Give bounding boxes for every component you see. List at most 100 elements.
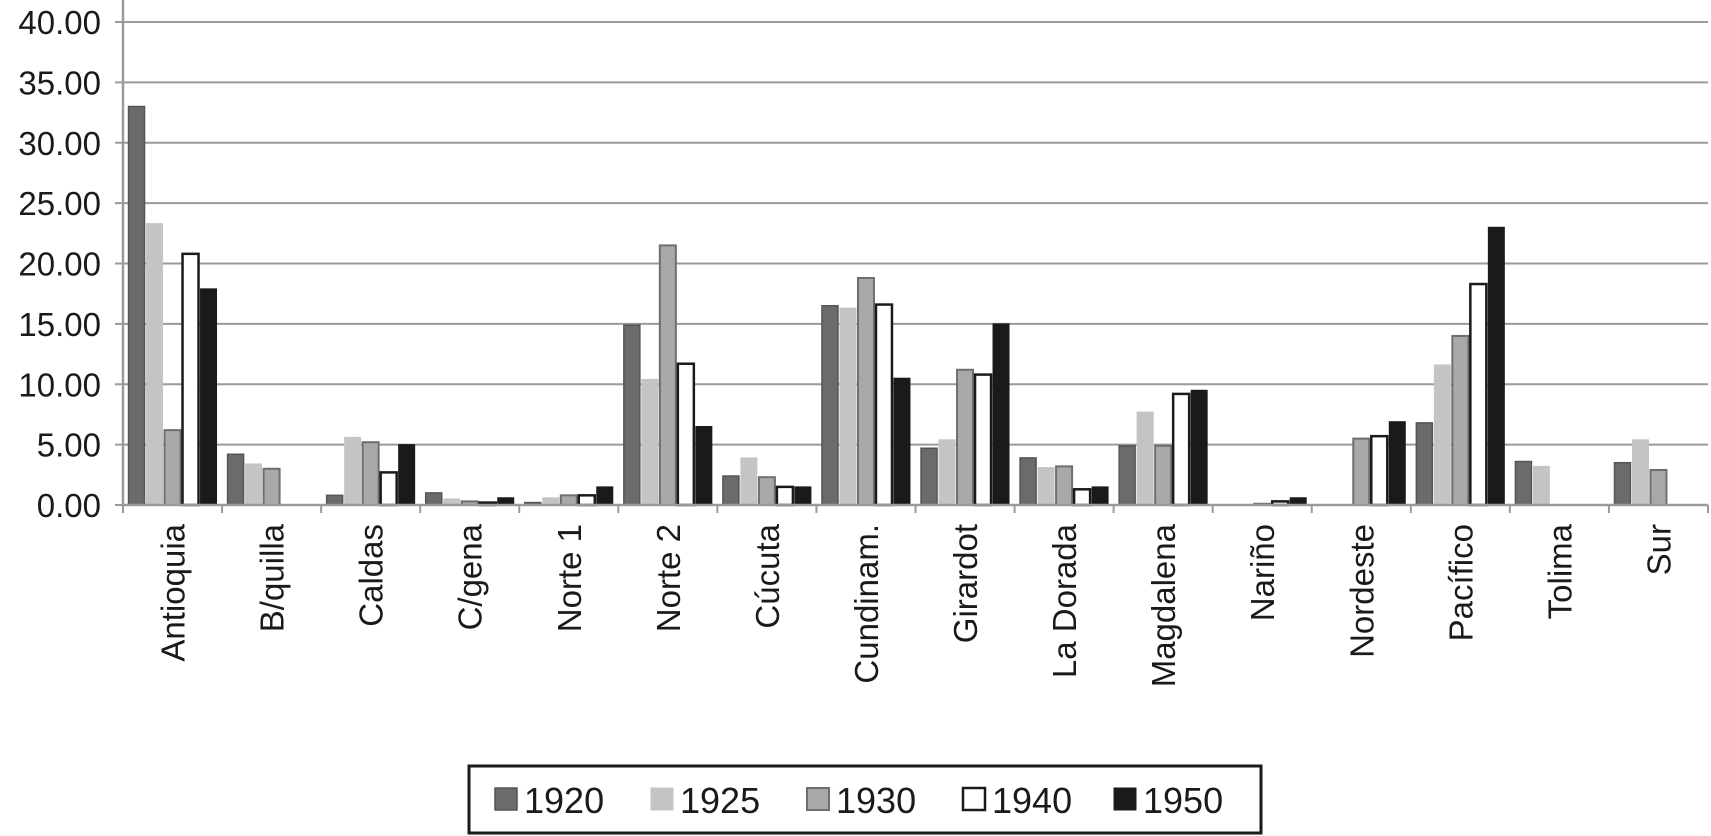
bar-1950-5 — [695, 426, 713, 506]
bar-1930-12 — [1352, 437, 1371, 506]
y-tick-label: 25.00 — [18, 185, 101, 222]
bar-1925-15 — [1631, 439, 1649, 506]
y-tick-label: 5.00 — [37, 427, 101, 464]
category-label: Magdalena — [1145, 523, 1182, 687]
category-label: Sur — [1640, 524, 1677, 575]
legend-swatch-1930 — [806, 787, 830, 811]
category-label: Tolima — [1541, 523, 1578, 619]
bar-1950-4 — [596, 486, 614, 506]
bar-1930-4 — [559, 494, 578, 506]
bar-1930-1 — [262, 467, 281, 506]
bar-1920-3 — [424, 492, 443, 506]
category-label: C/gena — [452, 523, 489, 630]
bar-1950-10 — [1190, 389, 1208, 506]
bar-1925-5 — [641, 378, 659, 506]
bar-1940-8 — [973, 373, 993, 507]
category-label: Girardot — [947, 524, 984, 643]
category-label: Pacífico — [1442, 524, 1479, 641]
bar-1920-8 — [920, 447, 938, 506]
category-labels: Antioquia B/quilla Caldas C/gena Norte 1 Nort… — [155, 523, 1678, 687]
category-label: B/quilla — [254, 523, 291, 632]
category-label: Caldas — [353, 524, 390, 627]
axes — [121, 0, 1709, 513]
legend: 1920 1925 1930 1940 1950 — [467, 764, 1263, 835]
category-label: Norte 1 — [551, 524, 588, 632]
bar-1950-8 — [992, 323, 1010, 506]
legend-swatch-1950 — [1113, 787, 1137, 811]
bar-1940-6 — [775, 485, 795, 507]
bar-1920-0 — [127, 105, 146, 506]
bar-1940-7 — [874, 303, 894, 507]
y-tick-label: 15.00 — [18, 306, 101, 343]
bar-1940-13 — [1469, 282, 1488, 507]
y-tick-label: 40.00 — [18, 4, 101, 41]
bar-1950-2 — [398, 444, 416, 506]
bar-1920-15 — [1613, 461, 1632, 506]
bar-1930-10 — [1154, 444, 1173, 506]
bar-1920-1 — [226, 453, 245, 506]
y-axis-tick-labels: 0.00 5.00 10.00 15.00 20.00 25.00 30.00 35.00 40… — [18, 4, 101, 524]
bar-1930-6 — [757, 476, 776, 507]
legend-swatch-1920 — [494, 787, 518, 811]
bar-1920-9 — [1019, 457, 1037, 506]
bar-1950-9 — [1091, 486, 1109, 506]
bar-1920-2 — [325, 494, 344, 506]
category-label: Nordeste — [1343, 524, 1380, 658]
bar-1925-9 — [1037, 467, 1055, 506]
bar-1920-14 — [1514, 460, 1533, 506]
bar-1950-6 — [794, 486, 812, 506]
bar-1925-2 — [344, 436, 362, 506]
bar-1930-7 — [856, 276, 875, 506]
legend-label-1930: 1930 — [836, 780, 916, 821]
bar-1930-8 — [956, 368, 975, 507]
bar-1950-13 — [1487, 226, 1505, 506]
bar-1930-9 — [1055, 465, 1074, 506]
bar-1930-13 — [1451, 334, 1470, 507]
y-tick-label: 0.00 — [37, 487, 101, 524]
bar-1930-2 — [361, 441, 380, 506]
legend-label-1940: 1940 — [992, 780, 1072, 821]
bar-1925-6 — [740, 457, 758, 506]
legend-label-1925: 1925 — [680, 780, 760, 821]
bar-1925-14 — [1532, 465, 1550, 506]
bar-1940-4 — [577, 494, 597, 507]
bar-1940-5 — [676, 362, 696, 507]
y-tick-label: 35.00 — [18, 64, 101, 101]
y-tick-label: 20.00 — [18, 246, 101, 283]
bar-1920-13 — [1415, 422, 1434, 506]
bar-1925-1 — [245, 463, 263, 506]
bar-1950-0 — [200, 288, 218, 506]
bar-1940-12 — [1370, 434, 1389, 507]
bar-1930-0 — [163, 429, 182, 507]
bar-1925-13 — [1433, 364, 1451, 506]
bar-1925-7 — [839, 307, 857, 506]
bar-1925-0 — [146, 223, 164, 506]
legend-swatch-1940 — [961, 786, 987, 812]
legend-swatch-1925 — [650, 787, 674, 811]
bar-1920-5 — [623, 324, 641, 506]
bar-1930-15 — [1649, 468, 1668, 507]
bar-1940-10 — [1171, 392, 1191, 507]
category-label: La Dorada — [1046, 523, 1083, 678]
gridlines — [115, 21, 1708, 506]
bar-1925-10 — [1136, 411, 1154, 506]
y-tick-label: 10.00 — [18, 366, 101, 403]
bar-1950-12 — [1388, 421, 1406, 506]
y-tick-label: 30.00 — [18, 125, 101, 162]
category-label: Cundinam. — [848, 524, 885, 684]
bars — [127, 105, 1668, 507]
bar-1940-9 — [1072, 488, 1092, 507]
legend-label-1950: 1950 — [1143, 780, 1223, 821]
bar-1940-2 — [379, 471, 398, 507]
category-label: Antioquia — [155, 523, 192, 661]
category-label: Norte 2 — [650, 524, 687, 632]
bar-1920-6 — [722, 475, 740, 506]
bar-1920-7 — [821, 305, 839, 506]
bar-1925-8 — [938, 439, 956, 506]
bar-1920-10 — [1118, 445, 1136, 506]
bar-1950-7 — [893, 377, 911, 506]
category-label: Cúcuta — [749, 523, 786, 628]
category-label: Nariño — [1244, 524, 1281, 621]
bar-1940-0 — [181, 252, 200, 507]
